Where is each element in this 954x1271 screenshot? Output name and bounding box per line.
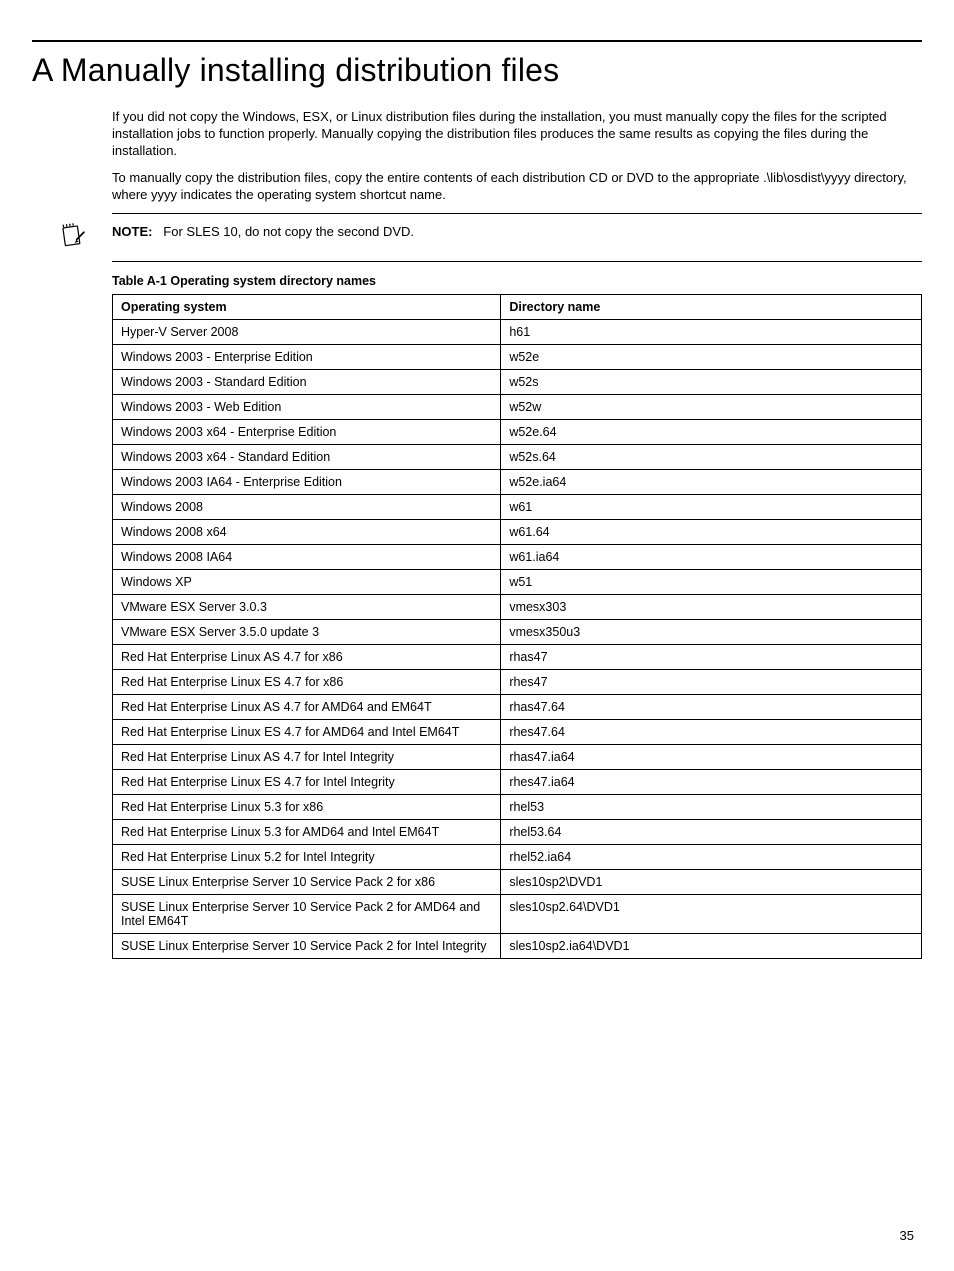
table-cell-dir: rhas47.64 <box>501 695 922 720</box>
table-row: Windows 2003 - Web Editionw52w <box>113 395 922 420</box>
table-row: Hyper-V Server 2008h61 <box>113 320 922 345</box>
table-cell-os: Red Hat Enterprise Linux AS 4.7 for AMD6… <box>113 695 501 720</box>
note-row: NOTE: For SLES 10, do not copy the secon… <box>48 222 922 253</box>
table-cell-os: Red Hat Enterprise Linux ES 4.7 for x86 <box>113 670 501 695</box>
table-row: VMware ESX Server 3.0.3vmesx303 <box>113 595 922 620</box>
table-cell-dir: w61 <box>501 495 922 520</box>
table-cell-dir: rhas47 <box>501 645 922 670</box>
table-cell-os: Red Hat Enterprise Linux ES 4.7 for AMD6… <box>113 720 501 745</box>
table-cell-os: Windows 2003 - Standard Edition <box>113 370 501 395</box>
table-cell-dir: rhel53 <box>501 795 922 820</box>
table-cell-dir: rhes47.ia64 <box>501 770 922 795</box>
table-cell-dir: w51 <box>501 570 922 595</box>
table-row: SUSE Linux Enterprise Server 10 Service … <box>113 870 922 895</box>
table-row: Red Hat Enterprise Linux AS 4.7 for AMD6… <box>113 695 922 720</box>
table-cell-dir: rhel52.ia64 <box>501 845 922 870</box>
table-row: Red Hat Enterprise Linux AS 4.7 for x86r… <box>113 645 922 670</box>
table-row: Red Hat Enterprise Linux ES 4.7 for AMD6… <box>113 720 922 745</box>
note-top-rule <box>112 213 922 214</box>
table-row: Windows 2003 IA64 - Enterprise Editionw5… <box>113 470 922 495</box>
table-row: Windows 2003 x64 - Standard Editionw52s.… <box>113 445 922 470</box>
table-cell-os: Windows 2003 x64 - Enterprise Edition <box>113 420 501 445</box>
table-cell-dir: w52s <box>501 370 922 395</box>
table-row: Windows 2008 x64w61.64 <box>113 520 922 545</box>
table-cell-dir: sles10sp2.ia64\DVD1 <box>501 934 922 959</box>
table-cell-os: VMware ESX Server 3.0.3 <box>113 595 501 620</box>
table-cell-os: SUSE Linux Enterprise Server 10 Service … <box>113 870 501 895</box>
table-cell-dir: rhel53.64 <box>501 820 922 845</box>
note-text: NOTE: For SLES 10, do not copy the secon… <box>112 222 414 239</box>
table-cell-os: SUSE Linux Enterprise Server 10 Service … <box>113 934 501 959</box>
table-row: Red Hat Enterprise Linux 5.2 for Intel I… <box>113 845 922 870</box>
table-cell-os: Windows 2008 <box>113 495 501 520</box>
table-cell-dir: sles10sp2\DVD1 <box>501 870 922 895</box>
table-cell-dir: rhes47.64 <box>501 720 922 745</box>
table-row: VMware ESX Server 3.5.0 update 3vmesx350… <box>113 620 922 645</box>
table-row: SUSE Linux Enterprise Server 10 Service … <box>113 895 922 934</box>
table-cell-os: Red Hat Enterprise Linux 5.2 for Intel I… <box>113 845 501 870</box>
table-cell-os: Windows 2008 IA64 <box>113 545 501 570</box>
table-cell-dir: w52e.ia64 <box>501 470 922 495</box>
paragraph-2: To manually copy the distribution files,… <box>112 170 922 204</box>
table-row: Red Hat Enterprise Linux 5.3 for x86rhel… <box>113 795 922 820</box>
table-header-dir: Directory name <box>501 295 922 320</box>
page-number: 35 <box>900 1228 914 1243</box>
table-row: Windows XPw51 <box>113 570 922 595</box>
table-header-row: Operating system Directory name <box>113 295 922 320</box>
table-cell-dir: sles10sp2.64\DVD1 <box>501 895 922 934</box>
table-cell-os: Red Hat Enterprise Linux 5.3 for x86 <box>113 795 501 820</box>
table-cell-os: Red Hat Enterprise Linux ES 4.7 for Inte… <box>113 770 501 795</box>
table-row: Windows 2003 - Enterprise Editionw52e <box>113 345 922 370</box>
table-header-os: Operating system <box>113 295 501 320</box>
table-row: Red Hat Enterprise Linux 5.3 for AMD64 a… <box>113 820 922 845</box>
note-label: NOTE: <box>112 224 152 239</box>
table-cell-os: Hyper-V Server 2008 <box>113 320 501 345</box>
table-cell-dir: vmesx350u3 <box>501 620 922 645</box>
note-bottom-rule <box>112 261 922 262</box>
table-cell-os: SUSE Linux Enterprise Server 10 Service … <box>113 895 501 934</box>
table-row: Windows 2003 - Standard Editionw52s <box>113 370 922 395</box>
table-cell-dir: vmesx303 <box>501 595 922 620</box>
table-cell-os: Red Hat Enterprise Linux 5.3 for AMD64 a… <box>113 820 501 845</box>
table-cell-os: Windows 2003 IA64 - Enterprise Edition <box>113 470 501 495</box>
table-row: Red Hat Enterprise Linux ES 4.7 for Inte… <box>113 770 922 795</box>
table-cell-dir: w52w <box>501 395 922 420</box>
table-cell-os: Windows XP <box>113 570 501 595</box>
table-cell-dir: w52s.64 <box>501 445 922 470</box>
table-cell-dir: w52e <box>501 345 922 370</box>
table-cell-dir: w52e.64 <box>501 420 922 445</box>
table-section: Table A-1 Operating system directory nam… <box>112 274 922 959</box>
table-cell-os: Red Hat Enterprise Linux AS 4.7 for Inte… <box>113 745 501 770</box>
table-row: Windows 2008w61 <box>113 495 922 520</box>
chapter-title: A Manually installing distribution files <box>32 52 922 89</box>
table-cell-os: VMware ESX Server 3.5.0 update 3 <box>113 620 501 645</box>
table-cell-os: Windows 2003 - Web Edition <box>113 395 501 420</box>
table-row: Windows 2008 IA64w61.ia64 <box>113 545 922 570</box>
table-row: Windows 2003 x64 - Enterprise Editionw52… <box>113 420 922 445</box>
table-cell-dir: rhas47.ia64 <box>501 745 922 770</box>
table-cell-os: Windows 2003 x64 - Standard Edition <box>113 445 501 470</box>
table-row: Red Hat Enterprise Linux ES 4.7 for x86r… <box>113 670 922 695</box>
table-cell-dir: h61 <box>501 320 922 345</box>
table-cell-os: Windows 2008 x64 <box>113 520 501 545</box>
table-row: Red Hat Enterprise Linux AS 4.7 for Inte… <box>113 745 922 770</box>
table-cell-dir: rhes47 <box>501 670 922 695</box>
os-directory-table: Operating system Directory name Hyper-V … <box>112 294 922 959</box>
note-body: For SLES 10, do not copy the second DVD. <box>163 224 414 239</box>
body-column: If you did not copy the Windows, ESX, or… <box>112 109 922 203</box>
table-cell-os: Windows 2003 - Enterprise Edition <box>113 345 501 370</box>
table-cell-dir: w61.ia64 <box>501 545 922 570</box>
top-rule <box>32 40 922 42</box>
table-cell-dir: w61.64 <box>501 520 922 545</box>
note-icon <box>48 222 112 253</box>
table-row: SUSE Linux Enterprise Server 10 Service … <box>113 934 922 959</box>
paragraph-1: If you did not copy the Windows, ESX, or… <box>112 109 922 160</box>
table-caption: Table A-1 Operating system directory nam… <box>112 274 922 288</box>
table-cell-os: Red Hat Enterprise Linux AS 4.7 for x86 <box>113 645 501 670</box>
